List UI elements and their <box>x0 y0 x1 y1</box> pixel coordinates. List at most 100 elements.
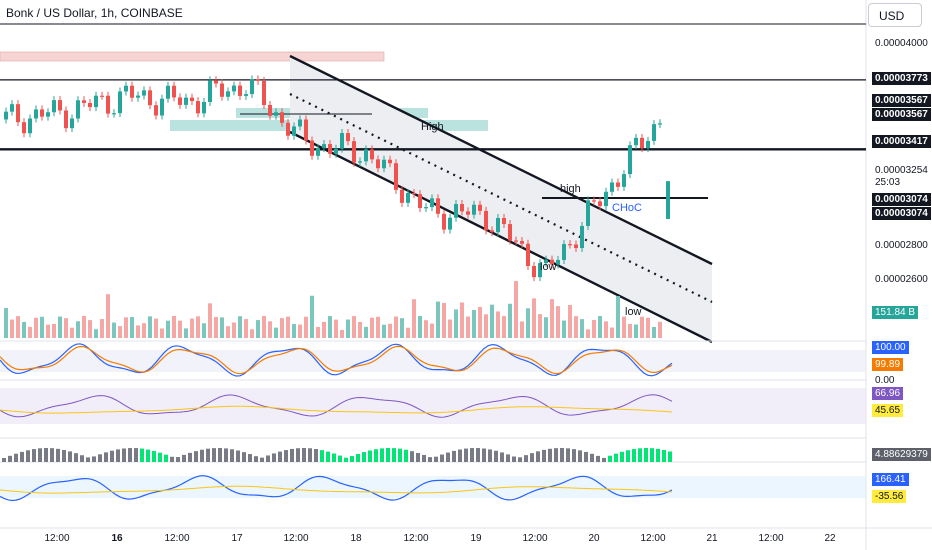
histogram-bar <box>644 448 648 462</box>
candle-body <box>22 122 26 134</box>
cci-band <box>0 476 866 498</box>
candle-body <box>70 118 74 129</box>
histogram-bar <box>344 457 348 462</box>
volume-bar <box>502 316 506 338</box>
histogram-bar <box>248 454 252 462</box>
volume-bar <box>322 321 326 338</box>
candle-body <box>424 207 428 209</box>
zero-tick-label: 0.00 <box>875 375 895 386</box>
candle-body <box>370 149 374 160</box>
volume-bar <box>388 323 392 338</box>
candle-body <box>358 161 362 163</box>
candle-body <box>154 105 158 116</box>
rsi-ma-line <box>0 405 673 414</box>
histogram-bar <box>194 451 198 462</box>
histogram-bar <box>236 450 240 462</box>
histogram-bar <box>392 448 396 462</box>
histogram-bar <box>152 450 156 462</box>
volume-bar <box>190 318 194 338</box>
histogram-bar <box>608 455 612 462</box>
volume-bar <box>268 321 272 338</box>
low-annotation: low <box>625 306 642 318</box>
histogram-bar <box>656 448 660 462</box>
volume-bar <box>298 324 302 338</box>
candle-body <box>454 204 458 218</box>
volume-bar <box>94 329 98 338</box>
histogram-bar <box>14 453 18 462</box>
histogram-bar <box>56 448 60 462</box>
candle-body <box>148 90 152 106</box>
histogram-bar <box>422 454 426 462</box>
histogram-bar <box>506 454 510 462</box>
histogram-bar <box>284 450 288 462</box>
histogram-bar <box>548 448 552 462</box>
volume-bar <box>316 326 320 338</box>
histogram-bar <box>26 450 30 462</box>
volume-bar <box>568 304 572 338</box>
candle-body <box>130 85 134 98</box>
candle-body <box>16 104 20 123</box>
volume-bar <box>454 309 458 338</box>
volume-bar <box>28 326 32 338</box>
volume-bar <box>376 316 380 338</box>
volume-bar <box>286 316 290 338</box>
volume-bar <box>22 321 26 338</box>
volume-bar <box>610 327 614 338</box>
volume-bar <box>280 318 284 338</box>
candle-body <box>538 263 542 278</box>
candle-body <box>586 200 590 226</box>
histogram-bar <box>188 452 192 462</box>
histogram-bar <box>104 452 108 462</box>
candle-body <box>226 91 230 97</box>
candle-body <box>4 111 8 120</box>
candle-body <box>346 133 350 142</box>
candle-body <box>514 240 518 242</box>
time-tick-label: 19 <box>470 533 482 544</box>
candle-body <box>334 148 338 154</box>
volume-bar <box>646 317 650 338</box>
candle-body <box>178 97 182 105</box>
histogram-bar <box>134 448 138 462</box>
candle-body <box>448 217 452 230</box>
candle-body <box>118 91 122 114</box>
candle-body <box>502 218 506 225</box>
volume-badge: 151.84 B <box>872 306 919 319</box>
volume-bar <box>622 316 626 338</box>
candle-body <box>142 90 146 96</box>
histogram-bar <box>116 449 120 462</box>
volume-bar <box>412 299 416 338</box>
candle-body <box>430 198 434 208</box>
rsi-line <box>0 394 673 418</box>
candle-body <box>274 112 278 116</box>
candle-body <box>298 119 302 127</box>
candle-body <box>136 95 140 98</box>
time-tick-label: 21 <box>706 533 718 544</box>
volume-bar <box>364 326 368 338</box>
candle-body <box>232 85 236 92</box>
candle-body <box>256 79 260 81</box>
volume-bar <box>628 324 632 338</box>
volume-bar <box>334 319 338 338</box>
symbol-title[interactable]: Bonk / US Dollar, 1h, COINBASE <box>6 6 183 20</box>
histogram-bar <box>218 448 222 462</box>
volume-bar <box>550 299 554 338</box>
histogram-bar <box>638 448 642 462</box>
candle-body <box>28 118 32 134</box>
candle-body <box>10 104 14 112</box>
histogram-bar <box>614 453 618 462</box>
volume-bar <box>640 316 644 338</box>
histogram-bar <box>146 449 150 462</box>
candle-body <box>652 124 656 141</box>
rsi-badge: 66.96 <box>872 387 904 400</box>
volume-bar <box>46 324 50 338</box>
currency-selector[interactable]: USD <box>868 3 922 27</box>
high-annotation: high <box>560 183 581 195</box>
histogram-bar <box>386 448 390 462</box>
histogram-bar <box>92 456 96 462</box>
high-annotation: High <box>421 121 444 133</box>
volume-bar <box>496 311 500 338</box>
histogram-bar <box>38 448 42 462</box>
histogram-bar <box>560 448 564 462</box>
candle-body <box>64 110 68 129</box>
